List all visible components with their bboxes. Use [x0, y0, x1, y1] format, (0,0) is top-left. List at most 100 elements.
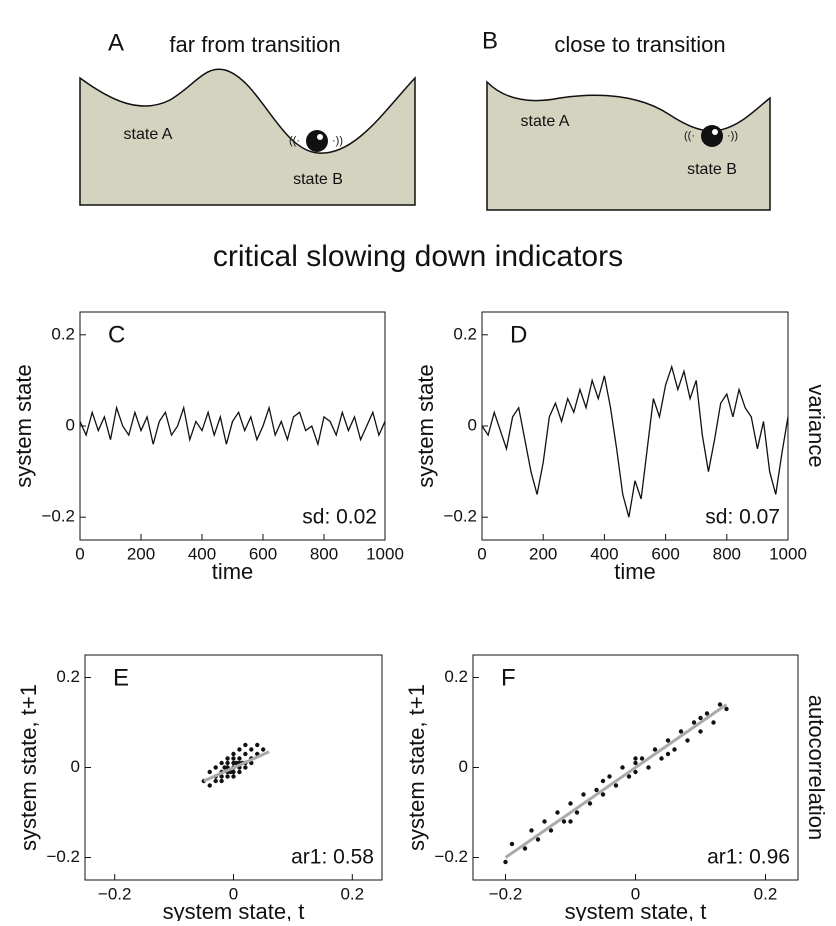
x-tick-label: 1000 [366, 544, 404, 563]
point [685, 738, 690, 743]
point [665, 738, 671, 743]
point [237, 756, 242, 761]
point [613, 783, 619, 788]
x-tick-label: 0 [229, 884, 238, 903]
point [213, 765, 218, 770]
y-tick-label: 0.2 [51, 324, 75, 343]
point [509, 841, 515, 847]
point [535, 837, 541, 842]
x-tick-label: 800 [310, 544, 338, 563]
x-axis-label: time [212, 559, 254, 584]
vibration: ·)) [727, 130, 738, 142]
point [633, 769, 638, 775]
x-tick-label: 0 [631, 884, 640, 903]
point [249, 760, 254, 766]
point [207, 769, 212, 775]
point [249, 747, 254, 752]
y-axis-label: system state, t+1 [404, 684, 429, 851]
row-label: variance [804, 384, 829, 467]
point [594, 787, 599, 793]
point [717, 702, 723, 707]
annotation: ar1: 0.96 [707, 846, 790, 869]
point [529, 828, 534, 833]
point [542, 819, 547, 824]
diagram-title: far from transition [169, 32, 340, 57]
y-tick-label: −0.2 [434, 847, 468, 866]
diagram-a: A far from transition ((· ·)) state A st… [79, 29, 416, 206]
ball-highlight [317, 134, 323, 140]
point [243, 751, 248, 757]
diagram-b: B close to transition ((· ·)) state A st… [482, 27, 771, 211]
point [503, 859, 508, 865]
point [587, 801, 593, 806]
panel-letter: C [108, 321, 125, 348]
fit-line [504, 703, 728, 859]
point [219, 760, 224, 766]
x-tick-label: 200 [529, 544, 557, 563]
point [698, 715, 703, 721]
point [225, 774, 230, 779]
point [243, 742, 248, 748]
point [237, 769, 242, 775]
point [633, 756, 638, 761]
state-label: state A [521, 113, 570, 130]
point [225, 756, 230, 761]
point [672, 747, 677, 752]
x-tick-label: 400 [590, 544, 618, 563]
series-line [481, 364, 789, 518]
annotation: ar1: 0.58 [291, 846, 374, 869]
point [561, 819, 567, 824]
y-tick-label: 0 [71, 757, 80, 776]
point [639, 756, 645, 761]
x-axis-label: system state, t [163, 899, 305, 921]
x-tick-label: 0.2 [754, 884, 778, 903]
point [652, 747, 658, 752]
point [724, 706, 729, 712]
ball-highlight [712, 129, 718, 135]
state-label: state B [293, 171, 343, 188]
point [581, 792, 586, 797]
point [665, 751, 671, 757]
point [243, 765, 248, 770]
point [607, 774, 612, 779]
point [600, 792, 606, 797]
y-axis-label: system state [11, 364, 36, 487]
y-tick-label: 0 [459, 757, 468, 776]
x-tick-label: 400 [188, 544, 216, 563]
point [678, 729, 684, 734]
annotation: sd: 0.07 [705, 506, 780, 529]
y-tick-label: 0 [66, 415, 75, 434]
panel-letter: F [501, 664, 516, 691]
point [234, 760, 239, 766]
ball [306, 130, 328, 152]
point [568, 819, 573, 824]
point [231, 751, 236, 757]
y-axis-label: system state, t+1 [16, 684, 41, 851]
row-label: autocorrelation [804, 695, 829, 841]
point [626, 774, 632, 779]
y-tick-label: 0.2 [444, 667, 468, 686]
landscape [79, 68, 416, 206]
panel-letter: A [108, 29, 124, 56]
point [522, 846, 528, 851]
point [574, 810, 580, 815]
state-label: state B [687, 161, 737, 178]
y-tick-label: −0.2 [41, 507, 75, 526]
diagram-title: close to transition [554, 32, 725, 57]
point [659, 756, 664, 761]
x-tick-label: 1000 [769, 544, 807, 563]
point [568, 801, 573, 806]
panel-letter: E [113, 664, 129, 691]
x-tick-label: 0 [477, 544, 486, 563]
vibration: ((· [684, 130, 695, 142]
point [691, 720, 697, 725]
point [231, 756, 236, 761]
point [698, 729, 703, 734]
point [222, 765, 227, 770]
ball [701, 125, 723, 147]
y-tick-label: −0.2 [46, 847, 80, 866]
heading: critical slowing down indicators [213, 240, 623, 273]
y-tick-label: 0.2 [56, 667, 80, 686]
point [231, 774, 236, 779]
